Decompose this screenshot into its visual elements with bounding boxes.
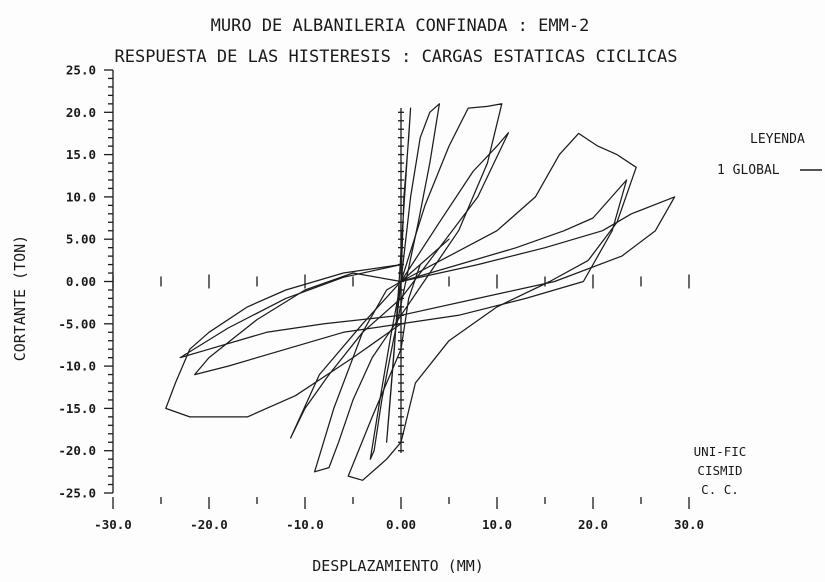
x-tick-label: 20.0: [578, 517, 608, 532]
x-tick-label: 10.0: [482, 517, 512, 532]
chart-subtitle: RESPUESTA DE LAS HISTERESIS : CARGAS EST…: [115, 47, 678, 67]
x-axis-label: DESPLAZAMIENTO (MM): [312, 557, 484, 575]
x-tick-label: 30.0: [674, 517, 704, 532]
annotation-institution: UNI-FIC: [694, 444, 747, 459]
y-tick-label: -10.0: [58, 359, 96, 374]
y-tick-label: 5.00: [66, 232, 96, 247]
y-tick-label: 15.0: [66, 147, 96, 162]
x-axis-ticks: -30.0 -20.0 -10.0 0.00 10.0 20.0 30.0: [94, 274, 704, 532]
hysteresis-loop: [347, 132, 637, 481]
y-tick-label: -15.0: [58, 401, 96, 416]
x-tick-label: 0.00: [386, 517, 416, 532]
hysteresis-loop: [179, 196, 676, 359]
y-tick-label: -20.0: [58, 443, 96, 458]
y-tick-label: 0.00: [66, 274, 96, 289]
legend-title: LEYENDA: [750, 132, 805, 147]
hysteresis-loop: [369, 103, 441, 460]
y-tick-label: -25.0: [58, 486, 96, 501]
y-tick-label: 25.0: [66, 63, 96, 78]
hysteresis-loop: [313, 103, 503, 473]
x-tick-label: -30.0: [94, 517, 132, 532]
hysteresis-loop: [165, 263, 402, 418]
y-tick-label: -5.00: [58, 316, 96, 331]
annotation-author: C. C.: [701, 482, 739, 497]
y-axis-ticks: 25.0 20.0 15.0 10.0 5.00 0.00 -5.00 -10.0 -15.0 -…: [58, 63, 404, 501]
hysteresis-loop: [193, 179, 628, 376]
legend-entry-1: 1 GLOBAL: [717, 163, 780, 178]
hysteresis-curves: [165, 103, 676, 481]
x-tick-label: -20.0: [190, 517, 228, 532]
y-axis-label: CORTANTE (TON): [11, 235, 29, 361]
y-tick-label: 10.0: [66, 189, 96, 204]
chart-title: MURO DE ALBANILERIA CONFINADA : EMM-2: [211, 16, 590, 36]
annotation-lab: CISMID: [697, 463, 742, 478]
x-tick-label: -10.0: [286, 517, 324, 532]
y-tick-label: 20.0: [66, 105, 96, 120]
